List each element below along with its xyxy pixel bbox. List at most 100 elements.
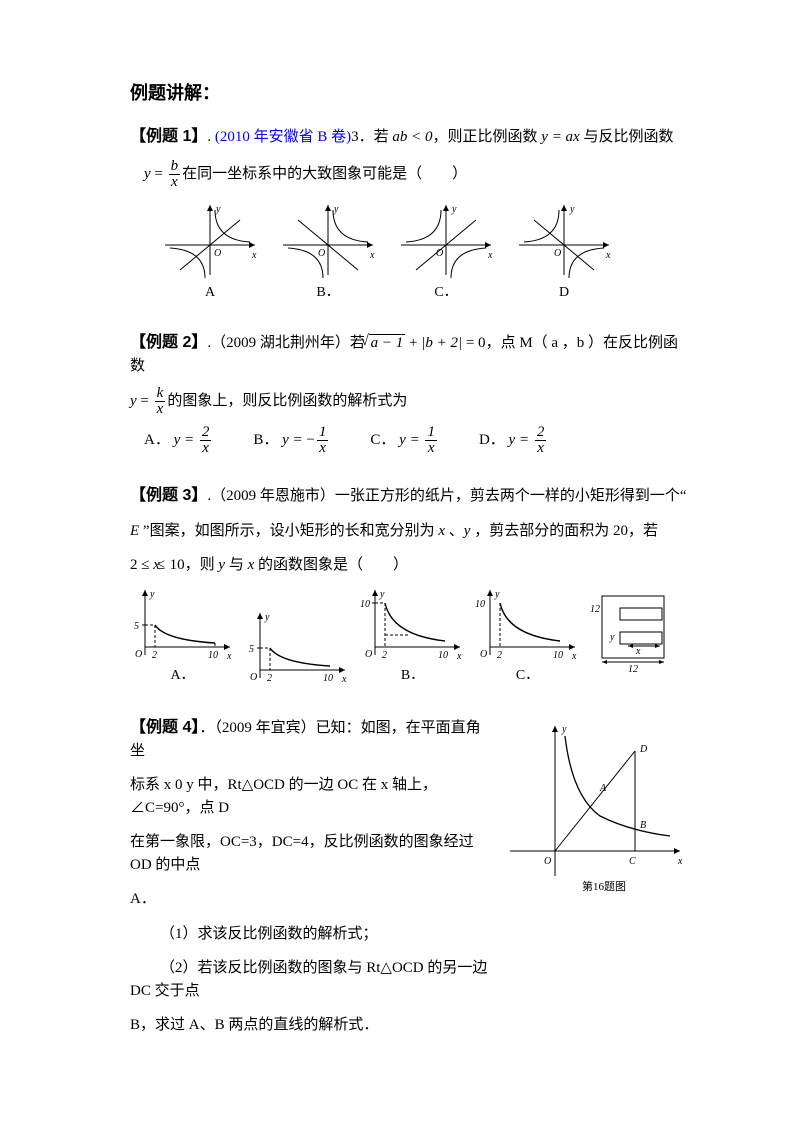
example-1: 【例题 1】. (2010 年安徽省 B 卷)3．若 ab < 0，则正比例函数… (130, 125, 690, 303)
ex2-line2: y = kx的图象上，则反比例函数的解析式为 (130, 386, 690, 417)
ex4-figure: x y O C D A B 第16题图 (500, 716, 690, 1037)
ex1-graph-b: O x y B． (278, 200, 378, 303)
ex1-line2: y = bx在同一坐标系中的大致图象可能是（ ） (144, 159, 690, 190)
ex1-graphs: O x y A O x y (160, 200, 690, 303)
svg-text:12: 12 (590, 604, 600, 615)
ex2-eq0: = 0 (462, 335, 485, 351)
ex2-sqrt: a − 1√ (369, 332, 406, 355)
svg-text:D: D (639, 744, 648, 755)
ex1-frac: bx (169, 159, 181, 190)
axis-x: x (369, 250, 375, 261)
svg-text:y: y (609, 632, 615, 643)
svg-text:10: 10 (475, 599, 485, 610)
svg-text:2: 2 (497, 650, 502, 661)
ex1-line1: 【例题 1】. (2010 年安徽省 B 卷)3．若 ab < 0，则正比例函数… (130, 125, 690, 149)
ex1-frac-num: b (169, 159, 181, 175)
ex1-t3: 与反比例函数 (580, 129, 674, 145)
ex4-q3: B，求过 A、B 两点的直线的解析式． (130, 1014, 490, 1037)
axis-x: x (605, 250, 611, 261)
axis-o: O (214, 248, 221, 259)
ex2-prefix: .（2009 湖北荆州年）若 (207, 335, 365, 351)
axis-y: y (215, 204, 221, 215)
ex1-opt-c: C． (396, 282, 496, 303)
svg-text:y: y (149, 589, 155, 600)
ex1-label: 【例题 1】 (130, 128, 207, 145)
ex1-yvar: y (144, 166, 151, 182)
ex4-l4: A． (130, 888, 490, 911)
ex3-graphs: 5 2 10 x y O A． 5 (130, 585, 690, 686)
ex2-frac: kx (155, 386, 166, 417)
svg-text:5: 5 (249, 644, 254, 655)
ex1-opt-a: A (160, 282, 260, 303)
svg-text:y: y (561, 724, 567, 735)
axis-x: x (251, 250, 257, 261)
ex1-expr-ab: ab < 0 (392, 129, 432, 145)
ex2-options: A． y = 2x B． y = −1x C． y = 1x D． y = 2x (144, 425, 690, 456)
ex2-rest: 的图象上，则反比例函数的解析式为 (167, 392, 407, 408)
ex2-opt-a: A． y = 2x (144, 425, 213, 456)
ex3-opt-a: A． (130, 665, 235, 686)
ex1-t1: 若 (374, 129, 393, 145)
ex1-rest: 在同一坐标系中的大致图象可能是（ ） (182, 166, 467, 182)
ex1-expr-yax: y = ax (541, 129, 579, 145)
ex4-text: 【例题 4】．（2009 年宜宾）已知：如图，在平面直角坐 标系 x 0 y 中… (130, 716, 490, 1037)
svg-text:x: x (456, 651, 462, 662)
ex4-q2: （2）若该反比例函数的图象与 Rt△OCD 的另一边 DC 交于点 (130, 957, 490, 1002)
svg-text:y: y (379, 589, 385, 600)
ex1-graph-c: O x y C． (396, 200, 496, 303)
ex2-label: 【例题 2】 (130, 334, 207, 351)
ex1-graph-a: O x y A (160, 200, 260, 303)
svg-text:O: O (480, 649, 487, 660)
ex2-yvar: y (130, 392, 137, 408)
ex1-qnum: 3． (351, 129, 374, 145)
ex3-label: 【例题 3】 (130, 487, 207, 504)
ex2-opt-b: B． y = −1x (253, 425, 330, 456)
ex3-line3: 2 ≤ x≤ 10，则 y 与 x 的函数图象是（ ） (130, 554, 690, 577)
svg-text:10: 10 (323, 673, 333, 684)
ex1-eqsign: = (151, 166, 167, 182)
example-2: 【例题 2】.（2009 湖北荆州年）若 a − 1√ + |b + 2| = … (130, 331, 690, 456)
svg-text:A: A (599, 783, 607, 794)
ex3-prefix: .（2009 年恩施市）一张正方形的纸片，剪去两个一样的小矩形得到一个“ (207, 488, 686, 504)
ex3-e-shape: 12 12 x y (590, 588, 676, 686)
ex3-line2: EE ”图案，如图所示，设小矩形的长和宽分别为 x 、y ，剪去部分的面积为 2… (130, 520, 690, 543)
ex2-plus: + (405, 335, 421, 351)
ex2-opt-c: C． y = 1x (370, 425, 439, 456)
ex1-opt-b: B． (278, 282, 378, 303)
svg-text:x: x (571, 651, 577, 662)
svg-text:10: 10 (553, 650, 563, 661)
svg-text:y: y (264, 612, 270, 623)
svg-text:10: 10 (438, 650, 448, 661)
svg-text:5: 5 (134, 621, 139, 632)
svg-text:10: 10 (208, 650, 218, 661)
ex4-l3: 在第一象限，OC=3，DC=4，反比例函数的图象经过 OD 的中点 (130, 831, 490, 876)
ex1-source: (2010 年安徽省 B 卷) (215, 129, 351, 145)
svg-text:y: y (494, 589, 500, 600)
svg-text:O: O (135, 649, 142, 660)
ex4-label: 【例题 4】 (130, 719, 199, 736)
svg-text:C: C (629, 856, 636, 867)
axis-y: y (451, 204, 457, 215)
ex4-l2: 标系 x 0 y 中，Rt△OCD 的一边 OC 在 x 轴上，∠C=90°，点… (130, 774, 490, 819)
svg-text:12: 12 (628, 664, 638, 675)
ex2-frac-num: k (155, 386, 166, 402)
ex1-t2: ，则正比例函数 (433, 129, 542, 145)
ex2-line1: 【例题 2】.（2009 湖北荆州年）若 a − 1√ + |b + 2| = … (130, 331, 690, 378)
axis-y: y (333, 204, 339, 215)
ex3-graph-2: 5 2 10 x y O (245, 608, 350, 686)
svg-text:第16题图: 第16题图 (582, 879, 626, 893)
ex1-dot: . (207, 129, 215, 145)
svg-text:x: x (341, 674, 347, 685)
svg-text:x: x (677, 856, 683, 867)
svg-text:x: x (635, 646, 641, 657)
ex3-opt-b: B． (360, 665, 465, 686)
axis-x: x (487, 250, 493, 261)
example-3: 【例题 3】.（2009 年恩施市）一张正方形的纸片，剪去两个一样的小矩形得到一… (130, 484, 690, 686)
ex4-q1: （1）求该反比例函数的解析式； (130, 923, 490, 946)
axis-o: O (436, 248, 443, 259)
ex3-line1: 【例题 3】.（2009 年恩施市）一张正方形的纸片，剪去两个一样的小矩形得到一… (130, 484, 690, 508)
ex2-abs: |b + 2| (421, 335, 462, 351)
ex2-opt-d: D． y = 2x (479, 425, 548, 456)
svg-text:B: B (640, 820, 646, 831)
svg-text:10: 10 (360, 599, 370, 610)
